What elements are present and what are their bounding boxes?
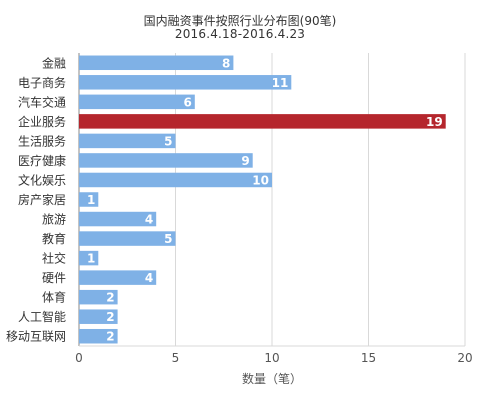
bar-value-label: 10 [252, 173, 269, 187]
category-label: 旅游 [42, 213, 66, 227]
bar-item [79, 172, 272, 188]
bar-value-label: 2 [106, 291, 114, 305]
bar-item [79, 328, 118, 344]
bar-value-label: 1 [87, 193, 95, 207]
bar-value-label: 5 [164, 232, 172, 246]
category-label: 社交 [42, 251, 66, 266]
bar-value-label: 6 [183, 95, 191, 109]
category-label: 金融 [42, 55, 66, 70]
bar-item [79, 153, 253, 168]
category-label: 电子商务 [18, 75, 66, 90]
x-tick-labels: 0 5 10 15 20 [75, 351, 472, 365]
category-label: 企业服务 [18, 114, 66, 129]
x-tick-label: 10 [264, 351, 279, 365]
bar-value-label: 5 [164, 134, 172, 148]
bar-item [79, 270, 157, 285]
bar-value-label: 1 [87, 252, 95, 266]
category-labels: 金融电子商务汽车交通企业服务生活服务医疗健康文化娱乐房产家居旅游教育社交硬件体育… [6, 55, 66, 343]
bar-item [79, 192, 99, 207]
bar-value-label: 8 [222, 56, 230, 70]
bar-value-label: 11 [272, 76, 289, 90]
bar-value-label: 4 [145, 271, 153, 285]
x-tick-label: 5 [172, 351, 180, 365]
bar-value-label: 2 [106, 310, 114, 324]
category-label: 人工智能 [18, 309, 66, 324]
category-label: 移动互联网 [6, 330, 66, 344]
bar-value-label: 9 [241, 154, 249, 168]
bar-item [79, 55, 234, 71]
category-label: 硬件 [42, 271, 66, 285]
chart-title: 国内融资事件按照行业分布图(90笔) [143, 14, 337, 28]
bar-value-label: 4 [145, 213, 153, 227]
x-tick-label: 15 [361, 351, 376, 365]
chart-subtitle: 2016.4.18-2016.4.23 [174, 27, 306, 41]
bar-value-label: 2 [106, 330, 114, 344]
bar-item [79, 289, 118, 305]
x-axis-label: 数量（笔） [242, 371, 302, 386]
category-label: 房产家居 [18, 192, 66, 207]
bar-value-label: 19 [426, 115, 443, 129]
category-label: 汽车交通 [18, 94, 66, 109]
bar-item [79, 94, 195, 110]
category-label: 医疗健康 [18, 153, 66, 168]
bar-item [79, 75, 292, 90]
bar-item [79, 231, 176, 246]
bar-item [79, 211, 157, 227]
bar-highlight [79, 114, 446, 129]
category-label: 教育 [42, 231, 66, 246]
x-tick-label: 20 [457, 351, 472, 365]
category-label: 生活服务 [18, 133, 66, 148]
bar-item [79, 133, 176, 149]
category-label: 体育 [42, 290, 66, 305]
x-tick-label: 0 [75, 351, 83, 365]
bar-item [79, 250, 99, 266]
category-label: 文化娱乐 [18, 172, 66, 187]
bar-item [79, 309, 118, 324]
